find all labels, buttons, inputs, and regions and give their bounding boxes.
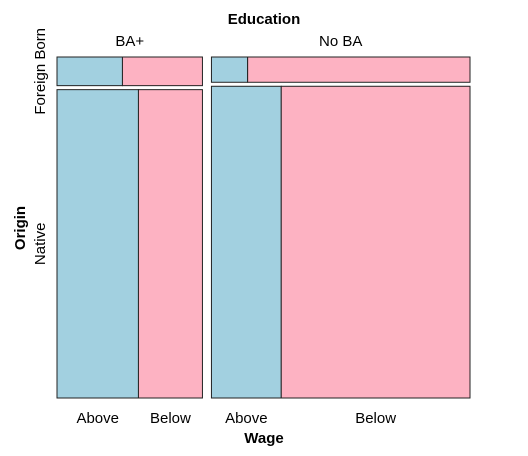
mosaic-cells — [56, 56, 471, 399]
wage-label-ba--above: Above — [76, 410, 119, 427]
education-label-no-ba: No BA — [319, 33, 362, 50]
cell-no-ba-native-below — [280, 85, 471, 399]
wage-label-ba--below: Below — [150, 410, 191, 427]
cell-no-ba-native-above — [210, 85, 282, 399]
origin-title: Origin — [12, 206, 29, 250]
wage-title: Wage — [244, 430, 283, 447]
education-label-ba-: BA+ — [115, 33, 144, 50]
cell-ba--foreign-born-below — [121, 56, 203, 87]
wage-label-no-ba-below: Below — [355, 410, 396, 427]
origin-label-foreign-born: Foreign Born — [32, 28, 49, 115]
cell-ba--foreign-born-above — [56, 56, 123, 87]
origin-label-native: Native — [32, 223, 49, 266]
mosaic-labels: BA+ Foreign Born Native Above Below No BA Abov… — [32, 28, 396, 427]
education-title: Education — [228, 11, 301, 28]
cell-no-ba-foreign-born-below — [247, 56, 471, 83]
cell-ba--native-above — [56, 89, 139, 399]
cell-ba--native-below — [137, 89, 203, 399]
cell-no-ba-foreign-born-above — [210, 56, 249, 83]
wage-label-no-ba-above: Above — [225, 410, 268, 427]
